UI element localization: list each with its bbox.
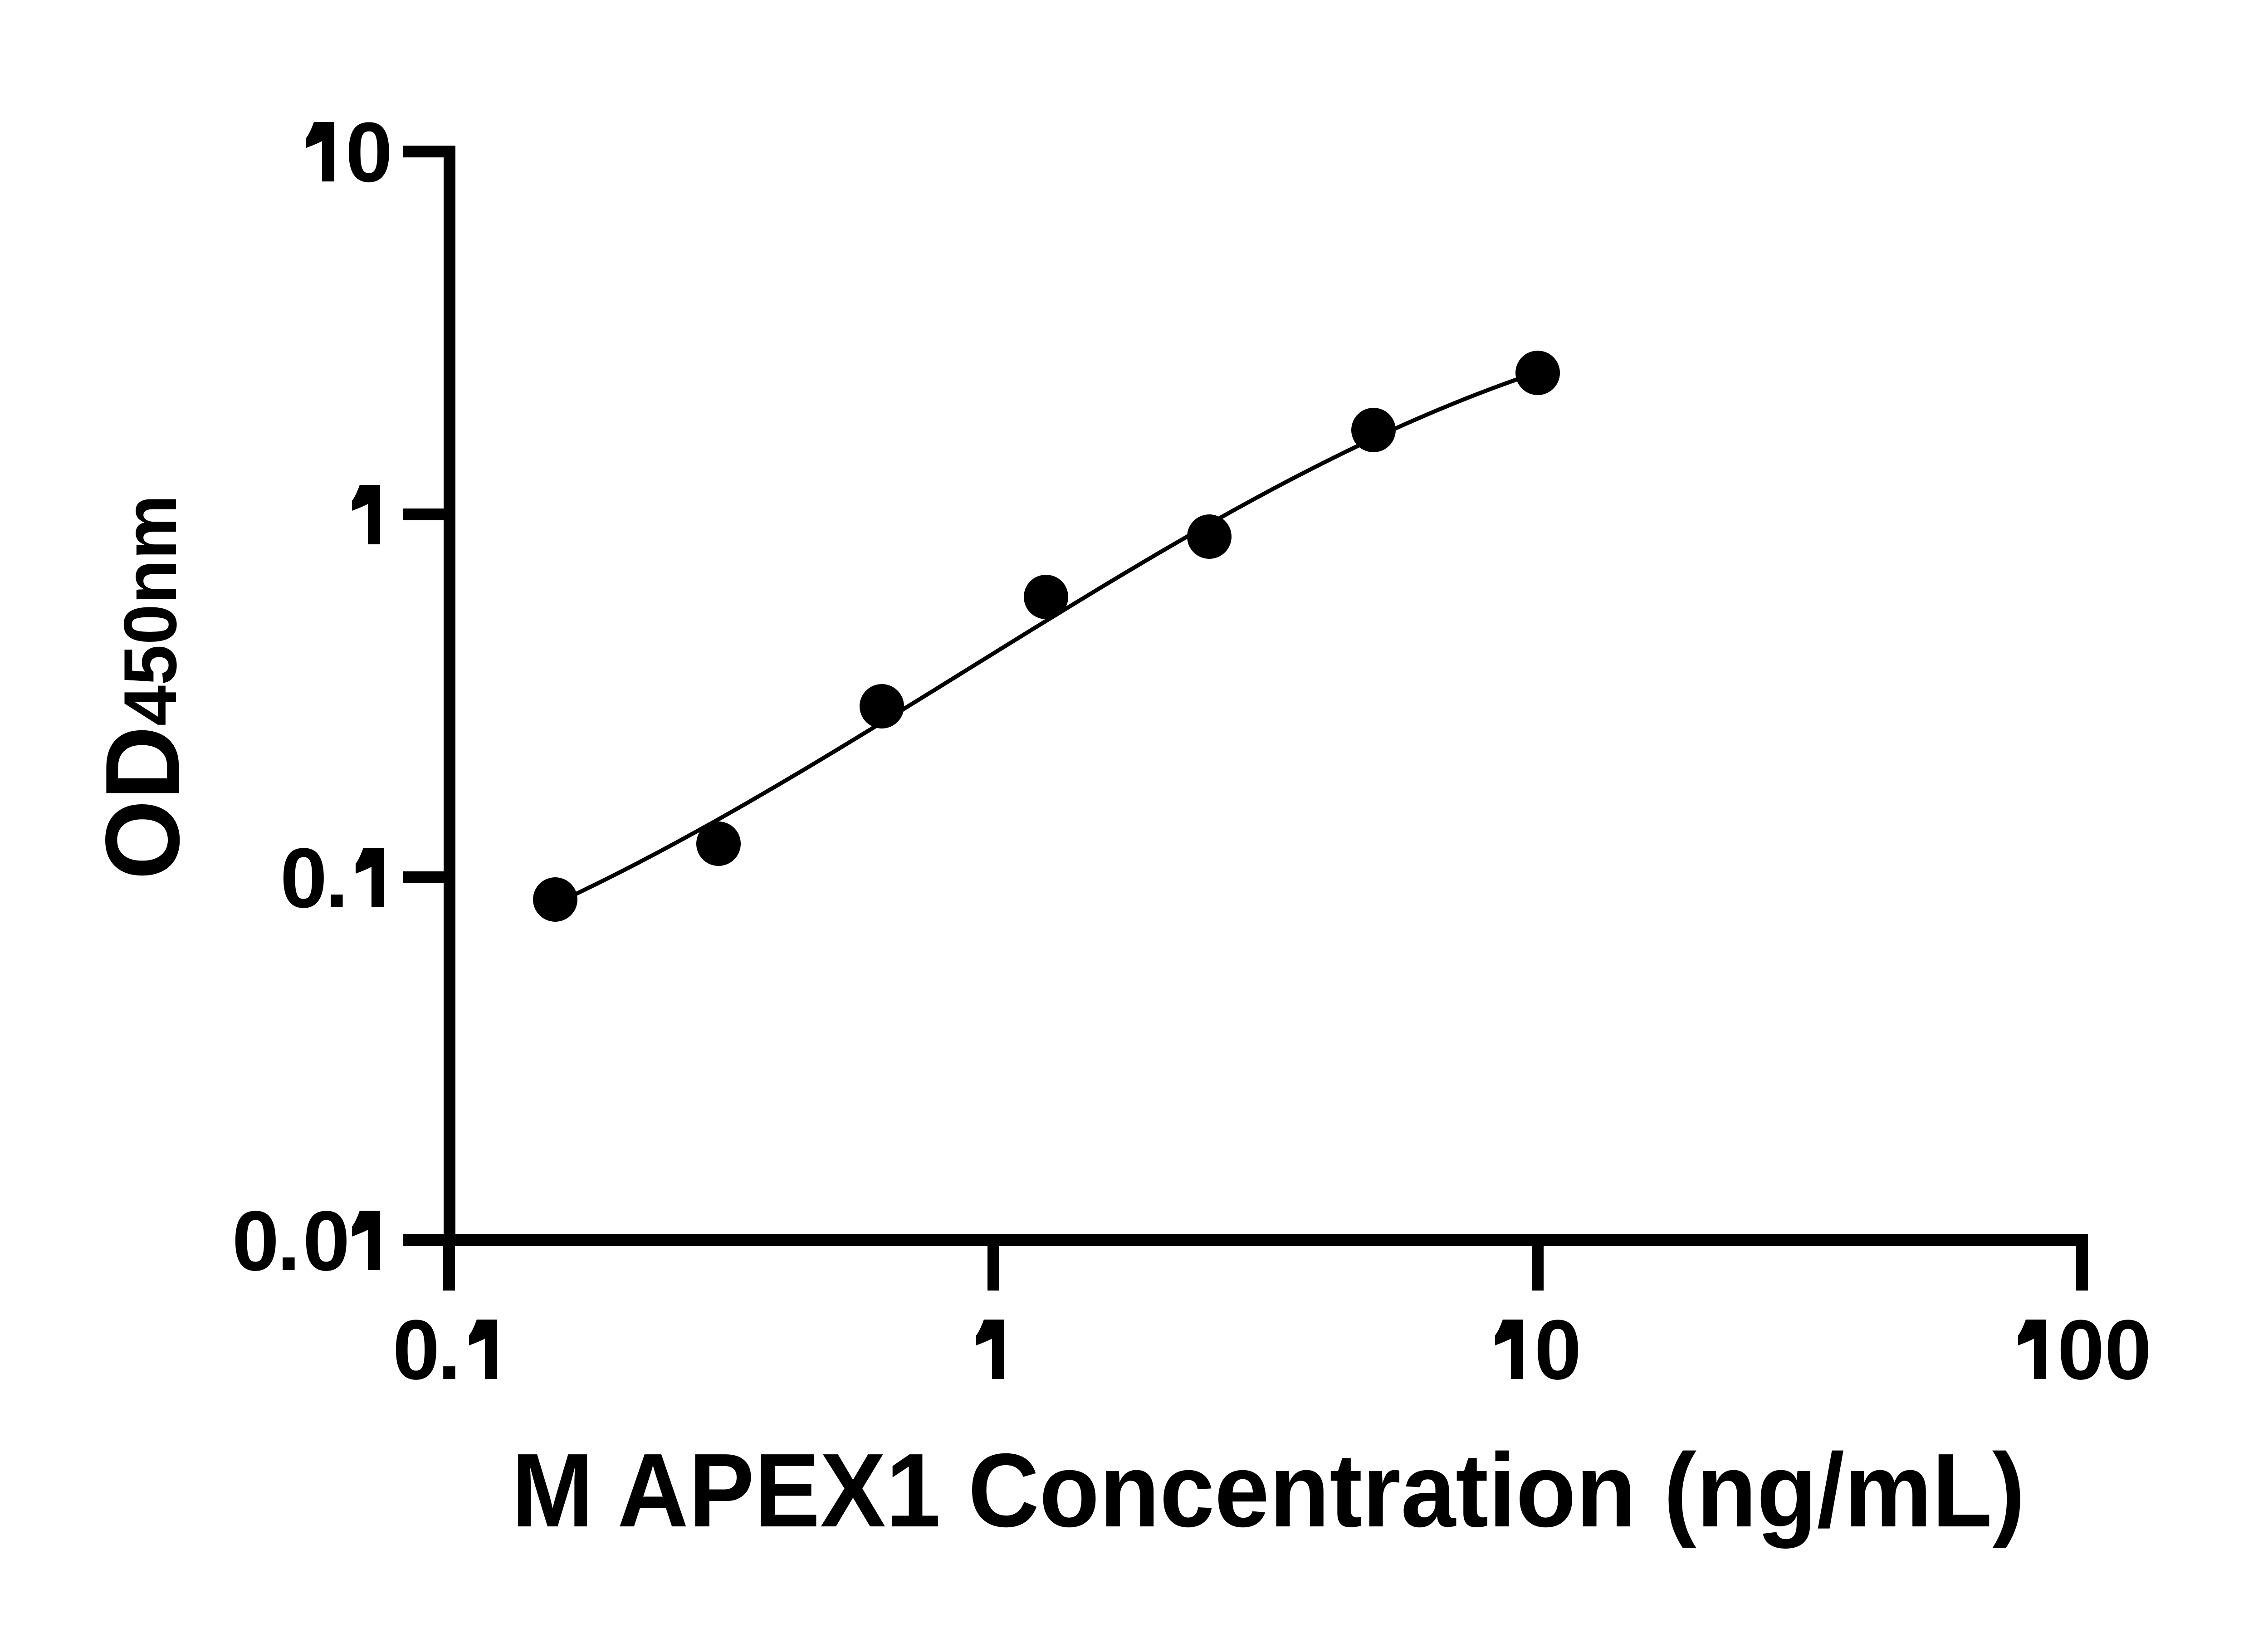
svg-text:0: 0 [2105,1302,2152,1397]
svg-text:.: . [277,1193,301,1288]
svg-text:0: 0 [393,1302,440,1397]
svg-text:0: 0 [303,1193,350,1288]
svg-text:0: 0 [346,105,393,200]
svg-text:0: 0 [232,1193,279,1288]
svg-text:M APEX1 Concentration (ng/mL): M APEX1 Concentration (ng/mL) [512,1432,2025,1549]
svg-text:0: 0 [280,831,327,925]
svg-text:.: . [325,831,349,925]
svg-text:0: 0 [1535,1302,1582,1397]
svg-text:.: . [438,1302,461,1397]
svg-text:0: 0 [2058,1302,2105,1397]
